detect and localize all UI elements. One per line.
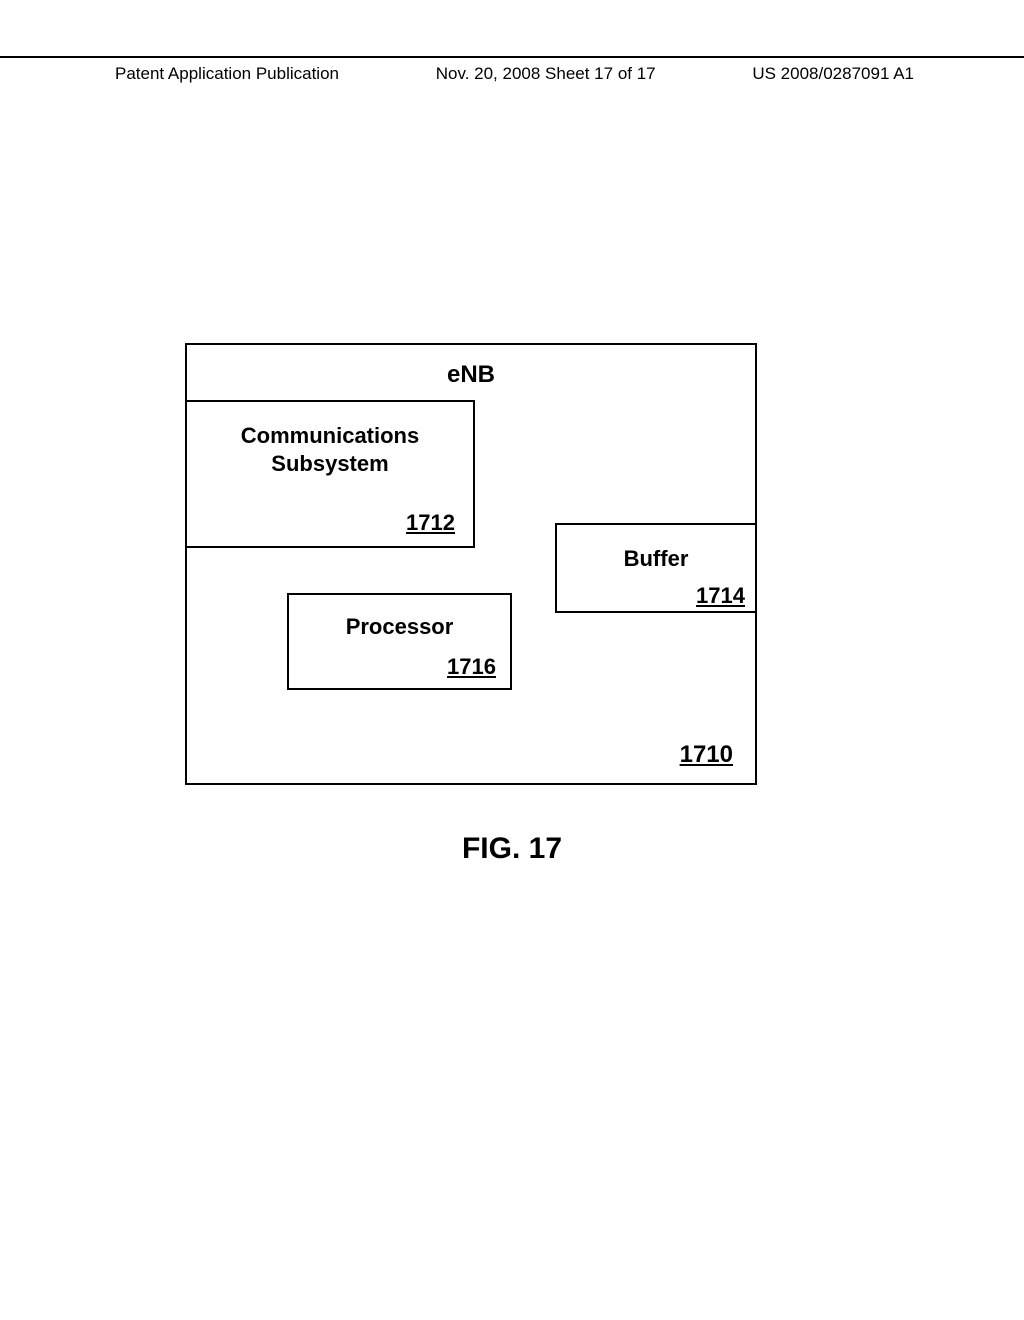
diagram-main-ref: 1710 [680, 741, 733, 769]
figure-label: FIG. 17 [462, 832, 562, 866]
buffer-ref: 1714 [696, 583, 745, 609]
processor-box: Processor 1716 [287, 593, 512, 690]
header-mid: Nov. 20, 2008 Sheet 17 of 17 [436, 64, 656, 84]
processor-ref: 1716 [447, 654, 496, 680]
communications-label-line1: Communications [241, 423, 419, 448]
header-left: Patent Application Publication [115, 64, 339, 84]
diagram-title: eNB [447, 361, 495, 389]
processor-label: Processor [346, 613, 454, 641]
communications-box: Communications Subsystem 1712 [185, 400, 475, 548]
diagram-container: eNB Communications Subsystem 1712 Buffer… [185, 343, 757, 785]
communications-label-line2: Subsystem [271, 451, 388, 476]
buffer-label: Buffer [624, 545, 689, 573]
communications-label: Communications Subsystem [187, 422, 473, 477]
buffer-box: Buffer 1714 [555, 523, 757, 613]
page-header-rule [0, 56, 1024, 58]
page-header: Patent Application Publication Nov. 20, … [0, 64, 1024, 84]
header-right: US 2008/0287091 A1 [752, 64, 914, 84]
communications-ref: 1712 [406, 510, 455, 536]
